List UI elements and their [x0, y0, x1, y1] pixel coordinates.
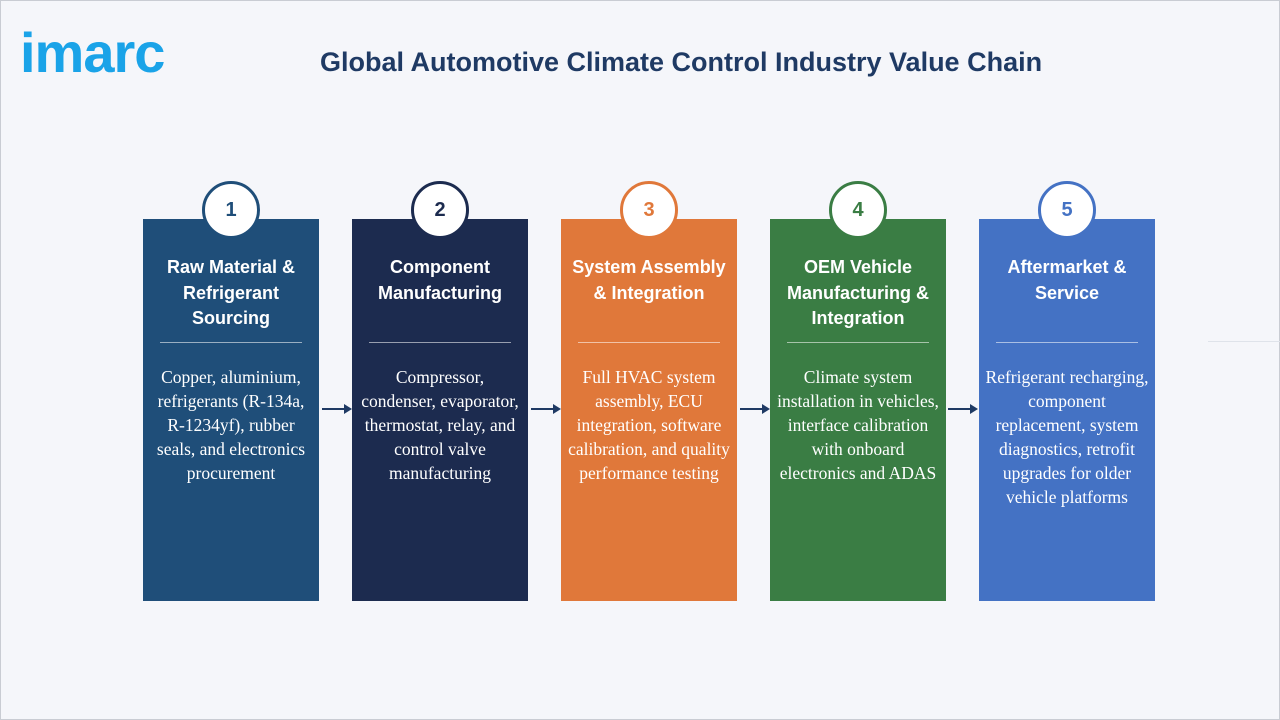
step-card-4: OEM Vehicle Manufacturing & Integration …	[770, 219, 946, 601]
step-divider	[160, 342, 302, 343]
step-card-1: Raw Material & Refrigerant Sourcing Copp…	[143, 219, 319, 601]
step-number-badge-4: 4	[829, 181, 887, 239]
step-divider	[578, 342, 720, 343]
arrow-right-icon	[740, 404, 770, 414]
step-number: 3	[643, 198, 655, 221]
page-title: Global Automotive Climate Control Indust…	[320, 47, 1043, 77]
step-number: 4	[852, 198, 864, 221]
step-heading: Component Manufacturing	[378, 257, 502, 303]
step-card-3: System Assembly & Integration Full HVAC …	[561, 219, 737, 601]
step-description: Full HVAC system assembly, ECU integrati…	[568, 367, 730, 483]
step-description: Compressor, condenser, evaporator, therm…	[361, 367, 519, 483]
step-heading: System Assembly & Integration	[572, 257, 726, 303]
step-number: 5	[1061, 198, 1073, 221]
step-number: 1	[225, 198, 237, 221]
arrow-right-icon	[948, 404, 978, 414]
step-description: Climate system installation in vehicles,…	[777, 367, 939, 483]
step-number-badge-1: 1	[202, 181, 260, 239]
arrow-right-icon	[322, 404, 352, 414]
step-description: Refrigerant recharging, component replac…	[985, 367, 1149, 507]
step-card-2: Component Manufacturing Compressor, cond…	[352, 219, 528, 601]
step-heading: Aftermarket & Service	[1007, 257, 1127, 303]
step-number-badge-5: 5	[1038, 181, 1096, 239]
step-description: Copper, aluminium, refrigerants (R-134a,…	[156, 367, 306, 483]
step-divider	[369, 342, 511, 343]
step-heading: OEM Vehicle Manufacturing & Integration	[787, 257, 929, 328]
decorative-line	[1208, 341, 1280, 342]
logo-text: imarc	[20, 21, 164, 80]
step-heading: Raw Material & Refrigerant Sourcing	[166, 257, 296, 328]
arrow-right-icon	[531, 404, 561, 414]
step-divider	[787, 342, 929, 343]
step-number-badge-2: 2	[411, 181, 469, 239]
step-number-badge-3: 3	[620, 181, 678, 239]
step-divider	[996, 342, 1138, 343]
step-card-5: Aftermarket & Service Refrigerant rechar…	[979, 219, 1155, 601]
step-number: 2	[434, 198, 446, 221]
imarc-logo: imarc	[20, 21, 165, 80]
